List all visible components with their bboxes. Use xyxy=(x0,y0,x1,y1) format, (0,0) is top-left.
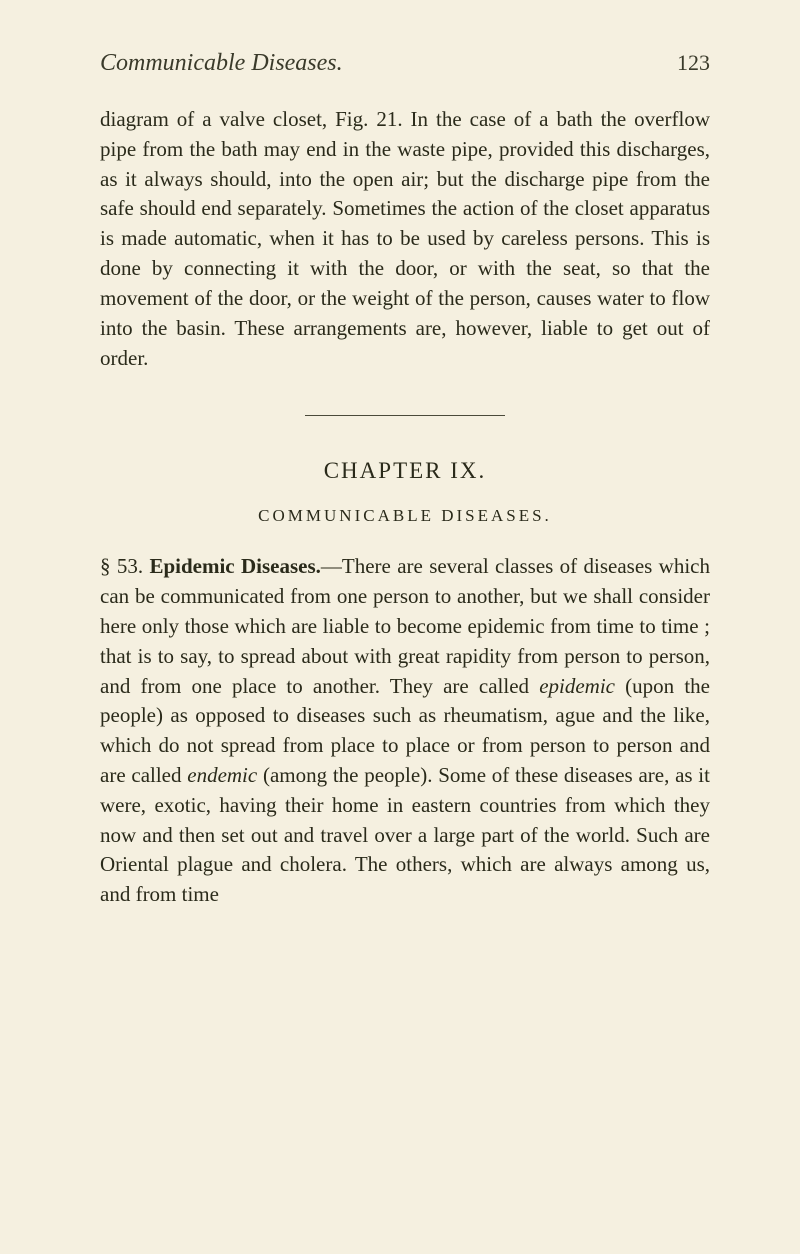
italic-endemic: endemic xyxy=(187,763,257,787)
epidemic-diseases-title: Epidemic Diseases. xyxy=(149,554,320,578)
page-header: Communicable Diseases. 123 xyxy=(100,50,710,77)
section-number: § 53. xyxy=(100,554,149,578)
section-paragraph: § 53. Epidemic Diseases.—There are sever… xyxy=(100,552,710,910)
paragraph-continuation: diagram of a valve closet, Fig. 21. In t… xyxy=(100,105,710,373)
italic-epidemic: epidemic xyxy=(539,674,615,698)
chapter-heading: CHAPTER IX. xyxy=(100,458,710,484)
section-heading: COMMUNICABLE DISEASES. xyxy=(100,506,710,526)
page-number: 123 xyxy=(677,50,710,76)
section-divider xyxy=(305,415,505,416)
running-title: Communicable Diseases. xyxy=(100,50,343,77)
